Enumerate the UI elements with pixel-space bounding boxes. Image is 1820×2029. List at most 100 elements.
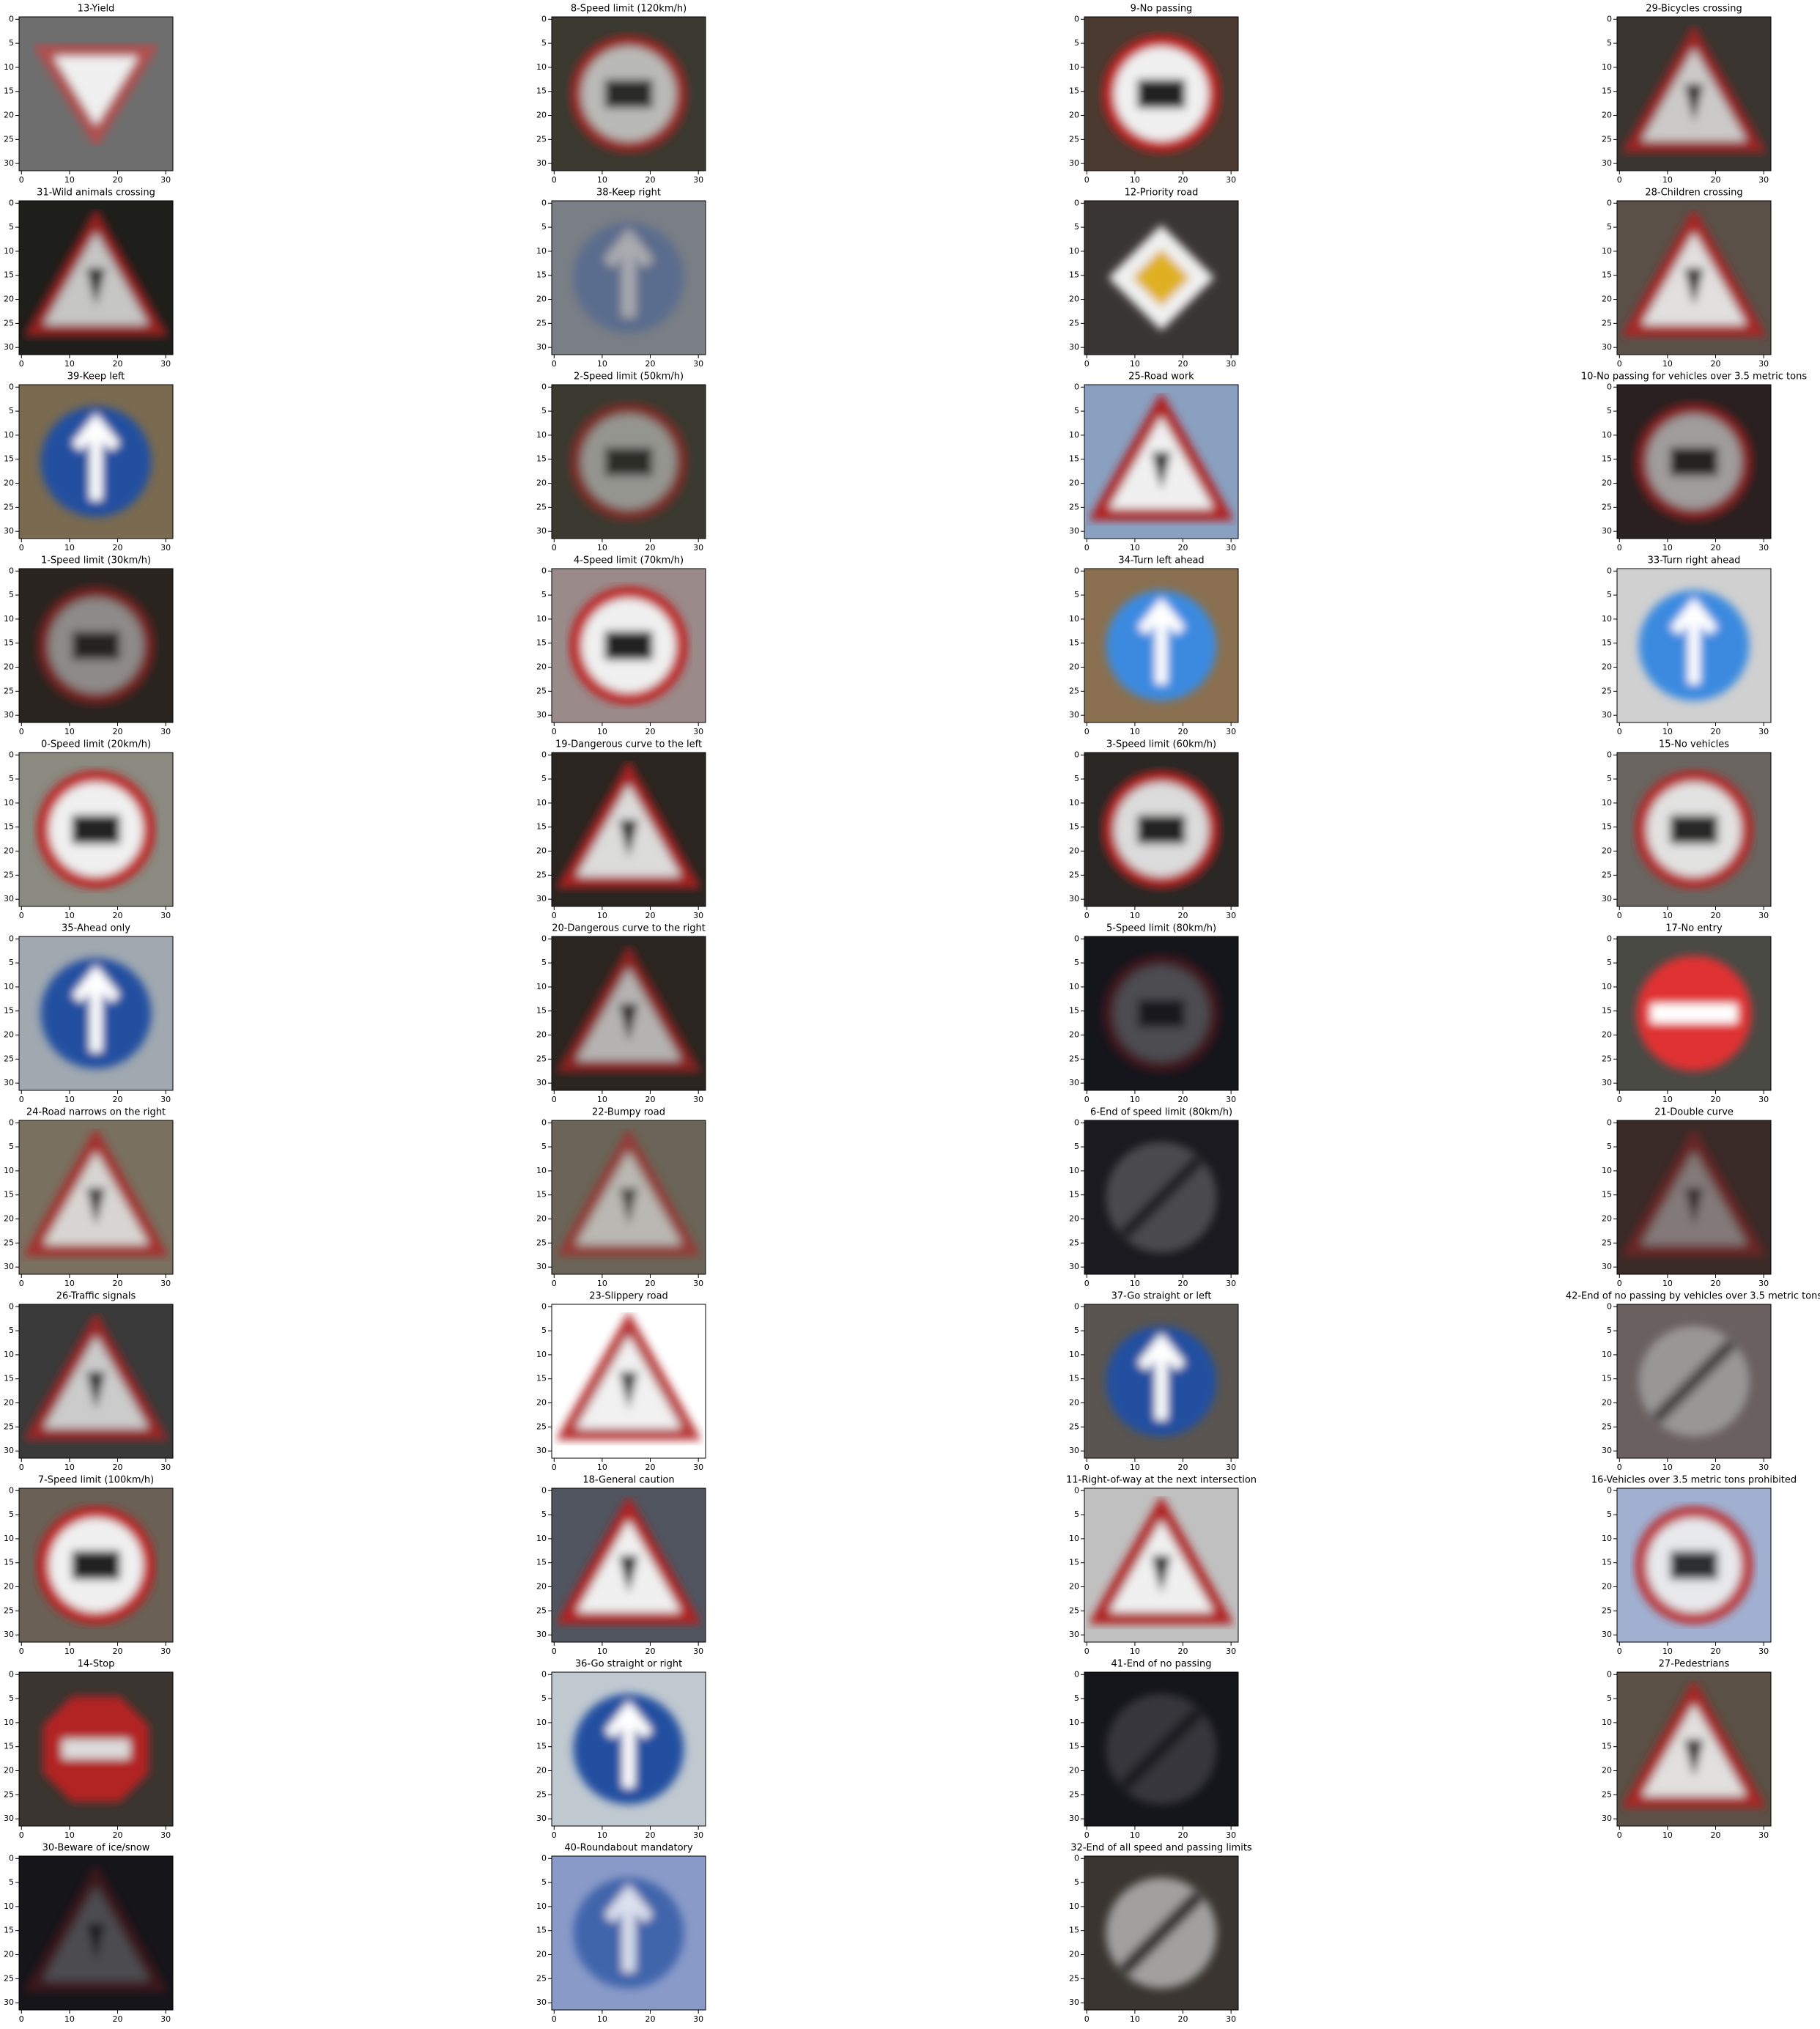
x-tick-label: 30 <box>1758 1095 1769 1104</box>
x-tick-label: 10 <box>597 175 607 185</box>
y-tick-label: 5 <box>9 406 14 415</box>
y-tick-label: 10 <box>536 246 547 256</box>
sign-shape <box>86 267 106 307</box>
subplot-title: 29-Bicycles crossing <box>1646 4 1742 15</box>
y-tick-label: 30 <box>1602 1814 1612 1823</box>
subplot: 33-Turn right ahead 0 10 20 30 0 5 10 15 20 25 30 <box>1602 555 1772 736</box>
y-tick-label: 5 <box>9 222 14 232</box>
y-tick-label: 20 <box>1069 1398 1079 1408</box>
subplot: 14-Stop 0 10 20 30 0 5 10 15 20 25 30 <box>4 1659 174 1840</box>
y-tick-label: 25 <box>1602 686 1612 695</box>
y-tick-label: 30 <box>1602 1446 1612 1455</box>
x-tick-label: 30 <box>693 1279 703 1288</box>
x-tick-label: 20 <box>1711 911 1721 920</box>
x-tick-label: 0 <box>552 1463 557 1472</box>
x-tick-label: 30 <box>693 727 703 736</box>
y-tick-label: 30 <box>1602 1630 1612 1639</box>
y-tick-label: 20 <box>536 1950 547 1959</box>
sign-shape <box>1117 1153 1205 1241</box>
x-tick-label: 20 <box>645 1830 656 1840</box>
x-tick-label: 30 <box>1226 1830 1236 1840</box>
y-tick-label: 25 <box>1602 1422 1612 1431</box>
subplot: 24-Road narrows on the right 0 10 20 30 0 5 10 1… <box>4 1107 174 1288</box>
y-tick-label: 5 <box>1607 958 1612 967</box>
y-tick-label: 20 <box>1602 662 1612 672</box>
y-tick-label: 5 <box>9 774 14 783</box>
y-tick-label: 10 <box>4 430 14 440</box>
axes-frame <box>1616 568 1772 723</box>
subplot-title: 35-Ahead only <box>62 923 130 934</box>
y-tick-label: 25 <box>536 870 547 879</box>
sign-image <box>19 1488 173 1642</box>
y-tick-label: 15 <box>1069 1926 1079 1935</box>
y-tick-label: 0 <box>541 1301 547 1311</box>
x-tick-label: 30 <box>1226 1095 1236 1104</box>
axes-frame <box>1084 1671 1239 1827</box>
axes-frame <box>551 1120 706 1275</box>
y-tick-label: 30 <box>4 1814 14 1823</box>
y-tick-label: 5 <box>9 590 14 599</box>
x-tick-label: 30 <box>1758 1830 1769 1840</box>
y-tick-label: 20 <box>536 295 547 304</box>
y-tick-label: 20 <box>536 478 547 488</box>
x-tick-label: 30 <box>1226 359 1236 369</box>
subplot: 38-Keep right 0 10 20 30 0 5 10 15 20 25 30 <box>536 188 706 369</box>
y-tick-label: 5 <box>541 774 547 783</box>
axes-frame <box>551 16 706 171</box>
x-tick-label: 10 <box>1662 1463 1673 1472</box>
y-tick-label: 5 <box>1607 1142 1612 1151</box>
y-tick-label: 20 <box>4 1582 14 1592</box>
x-tick-label: 10 <box>64 1830 75 1840</box>
sign-image <box>552 385 706 539</box>
x-tick-label: 20 <box>645 1463 656 1472</box>
y-tick-label: 25 <box>536 1973 547 1983</box>
subplot-title: 31-Wild animals crossing <box>37 188 155 199</box>
x-tick-label: 10 <box>64 359 75 369</box>
y-tick-label: 10 <box>1069 430 1079 440</box>
y-tick-label: 20 <box>1602 478 1612 488</box>
x-tick-label: 20 <box>1178 911 1188 920</box>
sign-image <box>1084 1304 1238 1458</box>
sign-shape <box>1670 597 1718 684</box>
x-tick-label: 10 <box>1130 1463 1140 1472</box>
axes-frame <box>1616 1120 1772 1275</box>
y-tick-label: 5 <box>1607 1693 1612 1703</box>
y-tick-label: 30 <box>4 158 14 168</box>
x-tick-label: 20 <box>1178 2014 1188 2024</box>
y-tick-label: 30 <box>536 1814 547 1823</box>
x-tick-label: 10 <box>1662 175 1673 185</box>
y-tick-label: 15 <box>536 638 547 648</box>
x-tick-label: 20 <box>645 2014 656 2024</box>
subplot-title: 20-Dangerous curve to the right <box>552 923 706 934</box>
y-tick-label: 5 <box>1607 38 1612 48</box>
x-tick-label: 30 <box>160 359 171 369</box>
y-tick-label: 10 <box>536 1902 547 1911</box>
x-tick-label: 20 <box>113 1830 123 1840</box>
x-tick-label: 10 <box>1130 2014 1140 2024</box>
y-tick-label: 30 <box>1069 1814 1079 1823</box>
sign <box>1088 1495 1235 1625</box>
y-tick-label: 25 <box>536 686 547 695</box>
x-tick-label: 0 <box>1084 1095 1090 1104</box>
subplot-title: 40-Roundabout mandatory <box>564 1843 692 1854</box>
sign <box>1106 1326 1217 1437</box>
x-tick-label: 10 <box>64 175 75 185</box>
y-tick-label: 0 <box>9 566 14 575</box>
x-tick-label: 30 <box>693 175 703 185</box>
x-tick-label: 20 <box>1178 1647 1188 1656</box>
sign-shape <box>1670 1551 1718 1580</box>
y-tick-label: 5 <box>541 958 547 967</box>
y-tick-label: 0 <box>1607 1485 1612 1495</box>
subplot: 9-No passing 0 10 20 30 0 5 10 15 20 25 30 <box>1069 4 1239 185</box>
x-tick-label: 0 <box>1617 1279 1622 1288</box>
axes-frame <box>18 16 174 171</box>
subplot: 4-Speed limit (70km/h) 0 10 20 30 0 5 10 15 20 25 3… <box>536 555 706 736</box>
x-tick-label: 10 <box>1130 727 1140 736</box>
axes-frame <box>1616 1304 1772 1459</box>
subplot-title: 33-Turn right ahead <box>1648 555 1741 566</box>
y-tick-label: 10 <box>536 798 547 807</box>
y-tick-label: 15 <box>1602 1558 1612 1567</box>
y-tick-label: 10 <box>1069 1902 1079 1911</box>
subplot: 30-Beware of ice/snow 0 10 20 30 0 5 10 15 20 25 30 <box>4 1843 174 2024</box>
y-tick-label: 30 <box>536 710 547 720</box>
